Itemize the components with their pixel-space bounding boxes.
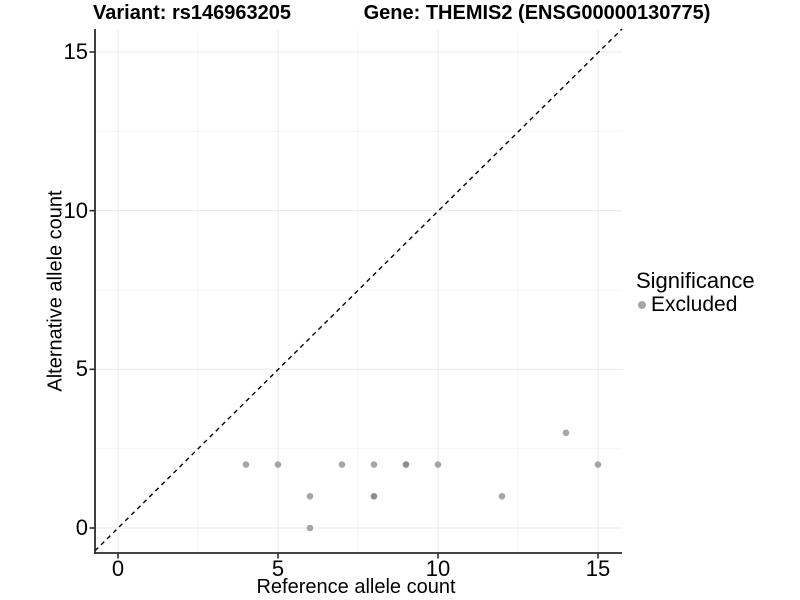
y-tick-label: 5	[75, 356, 88, 382]
y-tick-label: 0	[75, 515, 88, 540]
x-tick-label: 5	[271, 556, 285, 581]
legend-title: Significance	[636, 268, 755, 293]
plot-title-gene: Gene: THEMIS2 (ENSG00000130775)	[363, 2, 711, 24]
x-tick-label: 15	[585, 556, 611, 581]
data-point	[274, 461, 282, 468]
data-point	[370, 492, 378, 500]
data-point	[306, 492, 314, 500]
legend: Significance Excluded	[636, 268, 755, 317]
y-tick-label: 15	[63, 39, 88, 64]
data-point	[242, 461, 250, 468]
x-tick-label: 10	[425, 556, 451, 581]
x-axis-title: Reference allele count	[256, 576, 456, 598]
x-tick-label: 0	[111, 556, 125, 581]
plot-title-variant: Variant: rs146963205	[93, 2, 291, 24]
data-point	[434, 461, 442, 468]
legend-item-excluded: Excluded	[638, 293, 755, 317]
excluded-point-icon	[638, 301, 646, 309]
data-point	[306, 524, 314, 532]
data-point	[370, 461, 378, 468]
data-point	[562, 429, 570, 437]
data-point	[402, 461, 410, 468]
data-point	[594, 461, 602, 468]
legend-item-label: Excluded	[651, 293, 738, 316]
data-point	[498, 492, 506, 500]
y-tick-label: 10	[63, 197, 88, 223]
data-point	[338, 461, 346, 468]
